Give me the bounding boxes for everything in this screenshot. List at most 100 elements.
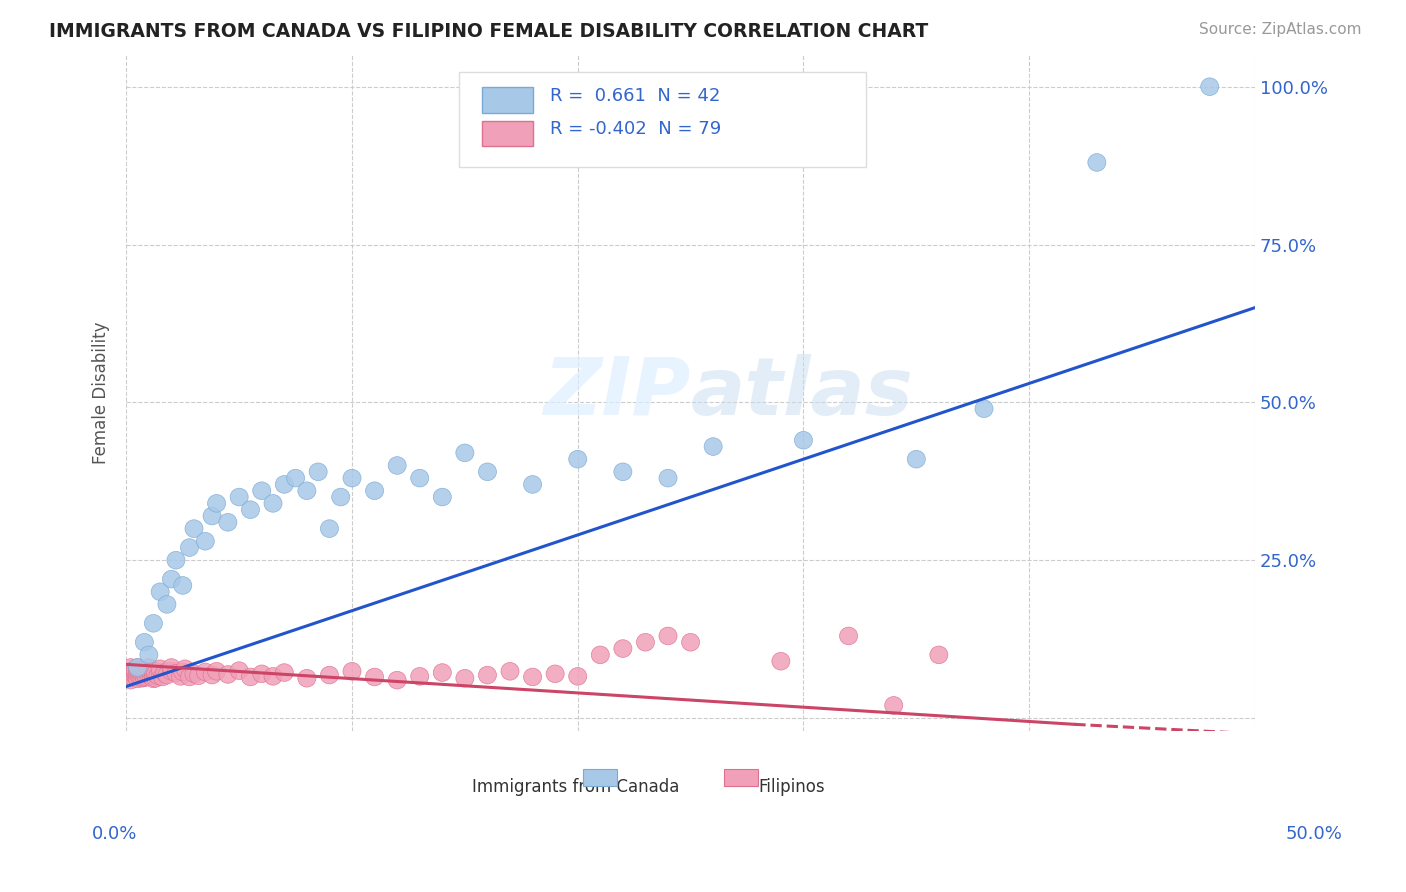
Ellipse shape bbox=[276, 475, 294, 493]
Ellipse shape bbox=[149, 667, 167, 684]
Text: R = -0.402  N = 79: R = -0.402 N = 79 bbox=[550, 120, 721, 138]
Ellipse shape bbox=[134, 661, 150, 679]
Ellipse shape bbox=[772, 652, 790, 670]
FancyBboxPatch shape bbox=[460, 72, 866, 167]
Bar bbox=[583, 769, 617, 786]
Ellipse shape bbox=[366, 482, 384, 500]
Ellipse shape bbox=[139, 658, 157, 676]
Ellipse shape bbox=[131, 660, 149, 678]
Text: Filipinos: Filipinos bbox=[758, 778, 825, 796]
Ellipse shape bbox=[264, 667, 283, 685]
Ellipse shape bbox=[163, 658, 180, 676]
Ellipse shape bbox=[146, 665, 165, 682]
Ellipse shape bbox=[287, 469, 305, 487]
Ellipse shape bbox=[138, 663, 156, 681]
Ellipse shape bbox=[131, 668, 149, 686]
Y-axis label: Female Disability: Female Disability bbox=[93, 322, 110, 464]
Ellipse shape bbox=[332, 488, 350, 506]
Ellipse shape bbox=[128, 658, 146, 676]
Ellipse shape bbox=[974, 400, 993, 417]
Text: 0.0%: 0.0% bbox=[91, 825, 136, 843]
Ellipse shape bbox=[150, 664, 169, 681]
Ellipse shape bbox=[321, 520, 339, 538]
Ellipse shape bbox=[411, 667, 429, 685]
Ellipse shape bbox=[145, 666, 163, 684]
Ellipse shape bbox=[231, 488, 249, 506]
Ellipse shape bbox=[128, 658, 146, 676]
Text: IMMIGRANTS FROM CANADA VS FILIPINO FEMALE DISABILITY CORRELATION CHART: IMMIGRANTS FROM CANADA VS FILIPINO FEMAL… bbox=[49, 22, 928, 41]
Ellipse shape bbox=[157, 666, 176, 684]
Ellipse shape bbox=[343, 663, 361, 680]
Ellipse shape bbox=[704, 438, 723, 456]
Bar bbox=[724, 769, 758, 786]
Text: R =  0.661  N = 42: R = 0.661 N = 42 bbox=[550, 87, 720, 104]
Ellipse shape bbox=[180, 668, 198, 686]
Ellipse shape bbox=[127, 661, 145, 679]
Ellipse shape bbox=[150, 582, 169, 600]
Ellipse shape bbox=[907, 450, 925, 468]
Ellipse shape bbox=[124, 662, 142, 680]
Ellipse shape bbox=[242, 500, 260, 518]
Ellipse shape bbox=[321, 666, 339, 684]
Ellipse shape bbox=[134, 669, 150, 687]
Ellipse shape bbox=[614, 640, 631, 657]
Ellipse shape bbox=[523, 475, 541, 493]
Ellipse shape bbox=[309, 463, 328, 481]
Ellipse shape bbox=[190, 667, 208, 684]
Ellipse shape bbox=[146, 669, 165, 687]
Ellipse shape bbox=[124, 665, 142, 682]
Ellipse shape bbox=[568, 450, 586, 468]
Ellipse shape bbox=[929, 646, 948, 664]
Ellipse shape bbox=[208, 663, 225, 680]
Ellipse shape bbox=[523, 668, 541, 686]
Ellipse shape bbox=[180, 539, 198, 557]
Ellipse shape bbox=[174, 663, 191, 681]
Bar bbox=[482, 120, 533, 146]
Ellipse shape bbox=[127, 664, 145, 681]
Ellipse shape bbox=[128, 665, 146, 682]
Ellipse shape bbox=[134, 665, 150, 682]
Ellipse shape bbox=[366, 668, 384, 686]
Ellipse shape bbox=[433, 488, 451, 506]
Ellipse shape bbox=[456, 444, 474, 462]
Text: Immigrants from Canada: Immigrants from Canada bbox=[472, 778, 679, 796]
Ellipse shape bbox=[242, 668, 260, 686]
Ellipse shape bbox=[478, 666, 496, 684]
Ellipse shape bbox=[659, 469, 678, 487]
Ellipse shape bbox=[163, 570, 180, 588]
Ellipse shape bbox=[839, 627, 858, 645]
Text: atlas: atlas bbox=[690, 354, 914, 432]
Ellipse shape bbox=[186, 665, 202, 682]
Ellipse shape bbox=[135, 633, 153, 651]
Ellipse shape bbox=[139, 666, 157, 684]
Ellipse shape bbox=[172, 667, 190, 685]
Ellipse shape bbox=[231, 662, 249, 680]
Text: Source: ZipAtlas.com: Source: ZipAtlas.com bbox=[1198, 22, 1361, 37]
Ellipse shape bbox=[219, 514, 236, 531]
Ellipse shape bbox=[128, 662, 146, 680]
Ellipse shape bbox=[388, 457, 406, 475]
Ellipse shape bbox=[142, 667, 160, 685]
Ellipse shape bbox=[127, 666, 145, 684]
Ellipse shape bbox=[135, 661, 153, 678]
Ellipse shape bbox=[176, 660, 194, 678]
Ellipse shape bbox=[128, 670, 146, 688]
Ellipse shape bbox=[411, 469, 429, 487]
Ellipse shape bbox=[135, 669, 153, 687]
Ellipse shape bbox=[122, 658, 139, 676]
Ellipse shape bbox=[298, 482, 316, 500]
Ellipse shape bbox=[794, 432, 813, 449]
Ellipse shape bbox=[884, 697, 903, 714]
Ellipse shape bbox=[174, 576, 191, 594]
Ellipse shape bbox=[135, 665, 153, 682]
Ellipse shape bbox=[202, 508, 221, 524]
Ellipse shape bbox=[253, 482, 271, 500]
Ellipse shape bbox=[153, 668, 172, 686]
Ellipse shape bbox=[197, 663, 214, 681]
Ellipse shape bbox=[456, 669, 474, 687]
Ellipse shape bbox=[568, 667, 586, 685]
Ellipse shape bbox=[1088, 153, 1107, 171]
Ellipse shape bbox=[150, 660, 169, 678]
Ellipse shape bbox=[501, 663, 519, 680]
Ellipse shape bbox=[264, 494, 283, 512]
